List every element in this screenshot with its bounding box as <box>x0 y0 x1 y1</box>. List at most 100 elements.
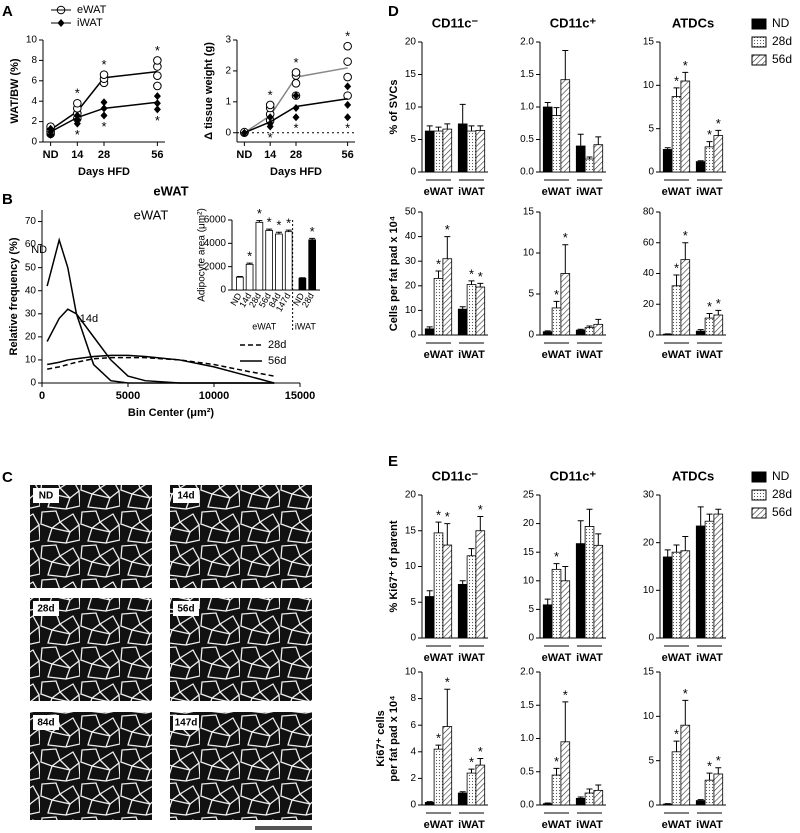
y-tick-label: 0 <box>528 633 534 644</box>
series-line <box>244 97 348 134</box>
significance-star: * <box>716 753 721 768</box>
bar <box>560 741 571 806</box>
bar <box>466 284 477 336</box>
data-point <box>266 113 274 122</box>
significance-star: * <box>345 29 350 44</box>
error-bar <box>468 768 475 774</box>
error-bar <box>682 535 689 551</box>
error-bar <box>586 788 593 794</box>
bar <box>575 797 586 806</box>
x-tick-label: iWAT <box>696 819 723 831</box>
y-tick-label: 15 <box>643 667 655 678</box>
y-tick-label: 2.0 <box>520 37 534 48</box>
data-point <box>291 68 301 77</box>
bar <box>542 604 553 639</box>
micrograph-label: 28d <box>37 604 54 615</box>
y-tick-label: 6000 <box>204 215 227 226</box>
data-point <box>266 119 274 128</box>
y-tick-label: 25 <box>523 490 535 501</box>
error-bar <box>444 236 451 259</box>
x-tick-label: iWAT <box>696 186 723 198</box>
y-tick-label: 50 <box>405 207 417 218</box>
x-tick-label: 10000 <box>199 390 230 402</box>
micrograph-label: 56d <box>177 604 194 615</box>
panel-label: C <box>2 469 13 486</box>
error-bar <box>468 125 475 132</box>
error-bar <box>682 699 689 726</box>
x-tick-label: 5000 <box>116 390 140 402</box>
y-tick-label: 40 <box>405 231 417 242</box>
y-tick-label: 10 <box>405 667 417 678</box>
error-bar <box>553 300 560 308</box>
bar <box>671 96 682 173</box>
x-axis-label: Bin Center (μm²) <box>128 407 215 419</box>
error-bar <box>697 329 704 332</box>
error-bar <box>697 799 704 801</box>
error-bar <box>706 513 713 522</box>
bar <box>671 551 682 639</box>
significance-star: * <box>563 687 568 702</box>
data-point <box>343 72 352 82</box>
data-point <box>99 70 109 79</box>
significance-star: * <box>436 731 441 746</box>
bar <box>671 751 682 806</box>
significance-star: * <box>554 754 559 769</box>
chart-title: CD11c⁻ <box>432 15 479 30</box>
bar <box>584 792 595 806</box>
bar <box>424 328 435 336</box>
x-tick-label: iWAT <box>576 349 603 361</box>
y-tick-label: 10 <box>405 305 417 316</box>
significance-star: * <box>436 508 441 523</box>
y-tick-label: 10 <box>405 102 417 113</box>
bar <box>424 130 435 173</box>
bar <box>466 555 477 639</box>
y-tick-label: 2.0 <box>520 667 534 678</box>
error-bar <box>459 103 466 124</box>
y-tick-label: 0 <box>648 167 654 178</box>
y-tick-label: 30 <box>643 490 655 501</box>
error-bar <box>697 506 704 526</box>
error-bar <box>577 520 584 544</box>
error-bar <box>595 318 602 325</box>
bar <box>475 530 486 639</box>
y-axis-label: Relative frequency (%) <box>8 237 20 355</box>
x-tick-label: 14 <box>264 149 277 161</box>
data-point <box>292 113 300 122</box>
error-bar <box>444 523 451 546</box>
significance-star: * <box>478 502 483 517</box>
x-tick-label: eWAT <box>662 349 692 361</box>
data-point <box>153 71 162 80</box>
y-tick-label: 40 <box>643 268 655 279</box>
x-tick-label: 14 <box>71 149 84 161</box>
bar <box>695 800 706 806</box>
bar <box>442 726 453 806</box>
bar <box>593 144 604 173</box>
micrograph-label: 147d <box>175 718 198 729</box>
micrograph-label-box <box>173 488 199 503</box>
y-tick-label: 0 <box>410 167 416 178</box>
bar <box>680 80 691 173</box>
significance-star: * <box>257 206 262 221</box>
y-tick-label: 50 <box>25 262 37 273</box>
x-tick-label: eWAT <box>424 349 454 361</box>
bar <box>584 526 595 639</box>
x-tick-label: iWAT <box>576 652 603 664</box>
y-tick-label: 60 <box>25 239 37 250</box>
x-tick-label: iWAT <box>458 652 485 664</box>
error-bar <box>595 533 602 546</box>
bar <box>466 772 477 806</box>
significance-star: * <box>469 755 474 770</box>
y-tick-label: 20 <box>643 537 655 548</box>
data-point <box>344 100 352 109</box>
data-point <box>73 111 81 120</box>
x-tick-label: eWAT <box>424 819 454 831</box>
bar <box>298 277 307 291</box>
group-label: iWAT <box>295 321 316 331</box>
legend-swatch <box>751 507 767 519</box>
x-tick-label: 28 <box>98 149 110 161</box>
error-bar <box>544 598 551 605</box>
significance-star: * <box>707 759 712 774</box>
x-axis-label: Days HFD <box>270 166 322 178</box>
series-label: 14d <box>80 313 98 325</box>
x-tick-label: iWAT <box>696 652 723 664</box>
